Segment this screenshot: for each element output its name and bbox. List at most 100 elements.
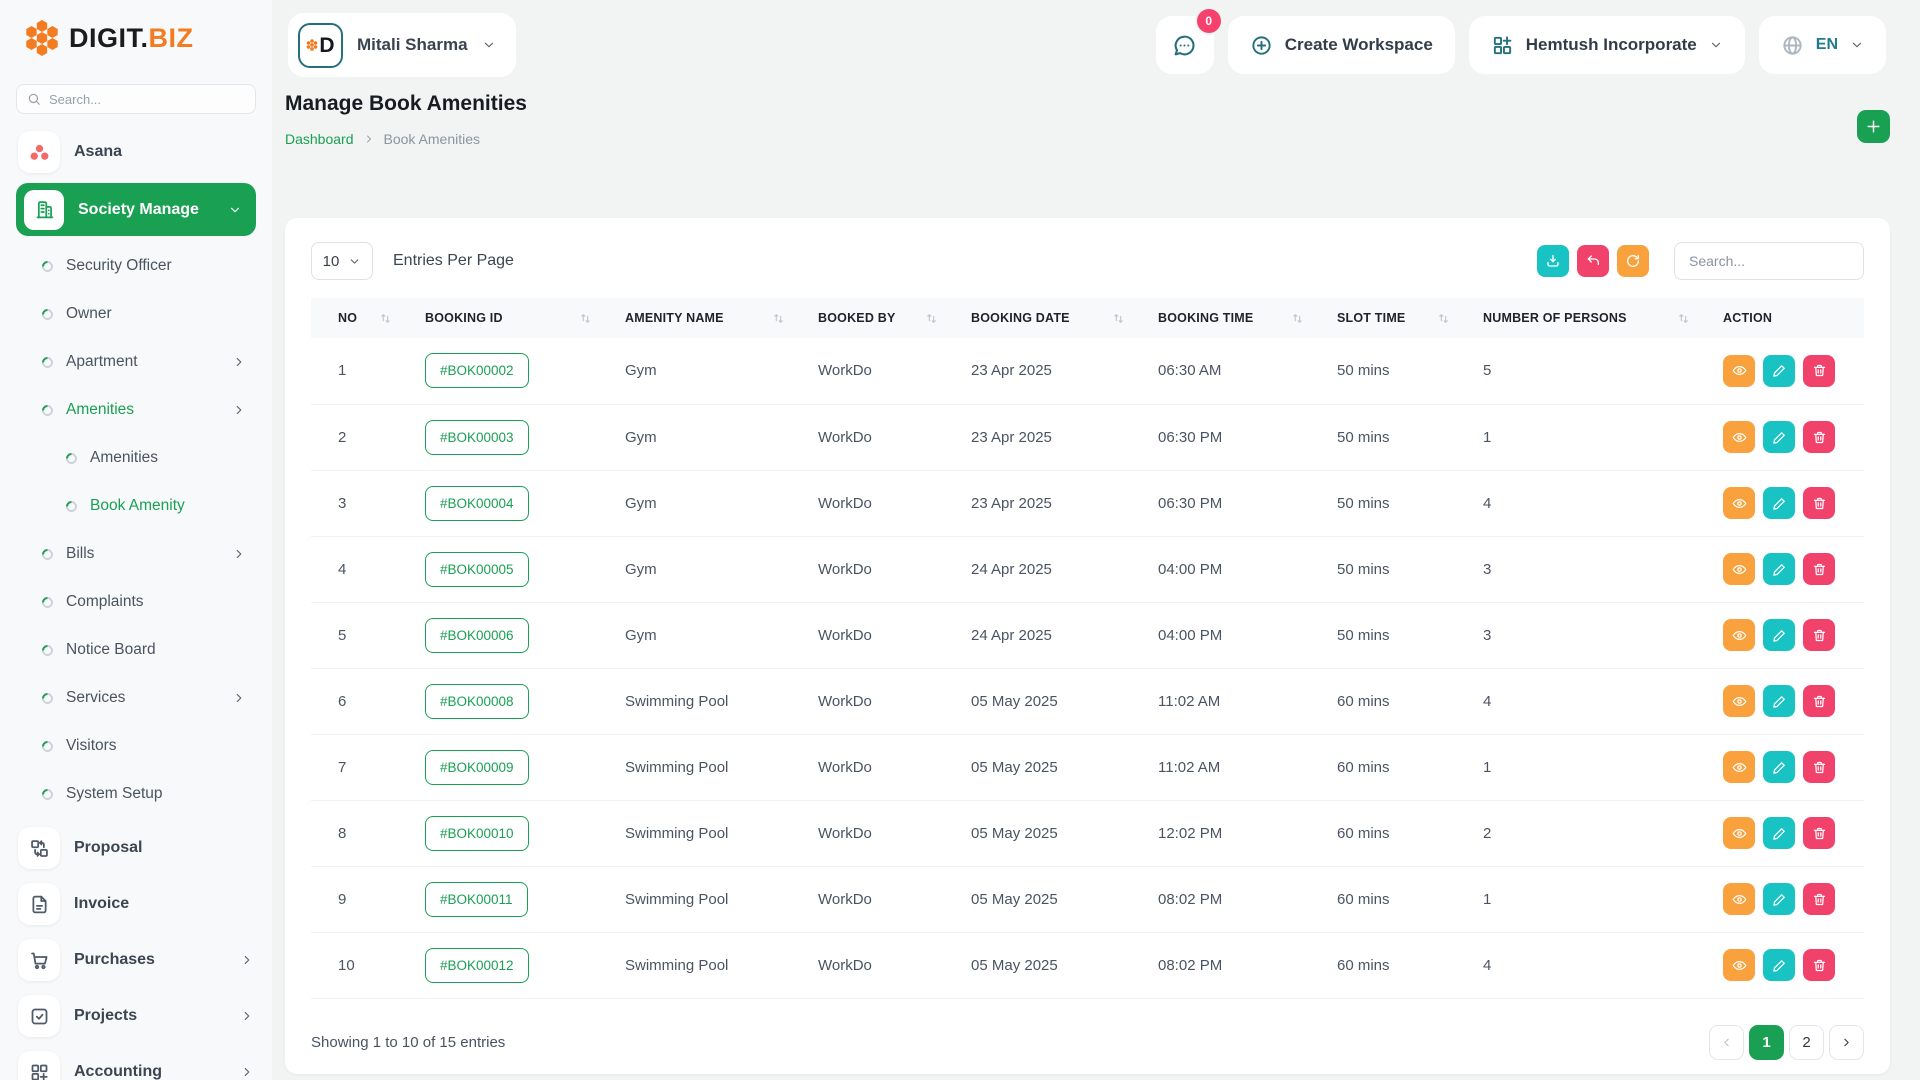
- cell-no: 10: [311, 932, 398, 999]
- edit-button[interactable]: [1763, 619, 1795, 651]
- page-button-1[interactable]: 1: [1749, 1024, 1784, 1060]
- delete-button[interactable]: [1803, 751, 1835, 783]
- column-header-amenity-name[interactable]: AMENITY NAME: [598, 298, 791, 338]
- edit-button[interactable]: [1763, 354, 1795, 387]
- create-workspace-button[interactable]: Create Workspace: [1227, 16, 1455, 74]
- sidebar-item-accounting[interactable]: Accounting: [14, 1044, 258, 1080]
- sidebar-item-proposal[interactable]: Proposal: [14, 820, 258, 876]
- sidebar-item-security-officer[interactable]: Security Officer: [14, 242, 258, 290]
- entries-per-page-select[interactable]: 10: [311, 242, 373, 280]
- view-button[interactable]: [1723, 949, 1755, 981]
- language-selector[interactable]: EN: [1758, 16, 1886, 74]
- delete-button[interactable]: [1803, 685, 1835, 717]
- reset-button[interactable]: [1577, 245, 1609, 277]
- sidebar-item-asana[interactable]: Asana: [14, 124, 258, 180]
- sidebar-item-owner[interactable]: Owner: [14, 290, 258, 338]
- workspace-grid-icon: [1491, 34, 1514, 57]
- sidebar-search-input[interactable]: [49, 91, 245, 107]
- chevron-down-icon: [348, 255, 361, 268]
- delete-button[interactable]: [1803, 949, 1835, 981]
- delete-button[interactable]: [1803, 421, 1835, 453]
- workspace-selector[interactable]: Hemtush Incorporate: [1468, 16, 1745, 74]
- sidebar-item-purchases[interactable]: Purchases: [14, 932, 258, 988]
- breadcrumb-dashboard-link[interactable]: Dashboard: [285, 131, 354, 147]
- delete-button[interactable]: [1803, 553, 1835, 585]
- sidebar-item-invoice[interactable]: Invoice: [14, 876, 258, 932]
- sidebar-item-notice-board[interactable]: Notice Board: [14, 626, 258, 674]
- trash-icon: [1812, 430, 1827, 445]
- column-header-action: ACTION: [1696, 298, 1864, 338]
- edit-button[interactable]: [1763, 883, 1795, 915]
- view-button[interactable]: [1723, 354, 1755, 387]
- sidebar-item-projects[interactable]: Projects: [14, 988, 258, 1044]
- view-button[interactable]: [1723, 751, 1755, 783]
- cell-booked-by: WorkDo: [791, 338, 944, 405]
- bullet-icon: [63, 498, 80, 514]
- column-header-booked-by[interactable]: BOOKED BY: [791, 298, 944, 338]
- user-menu-button[interactable]: D Mitali Sharma: [288, 13, 516, 77]
- delete-button[interactable]: [1803, 883, 1835, 915]
- next-page-button[interactable]: [1829, 1024, 1864, 1060]
- booking-id-pill: #BOK00012: [425, 947, 529, 983]
- sidebar-item-amenities[interactable]: Amenities: [14, 386, 258, 434]
- cell-no: 4: [311, 536, 398, 603]
- sidebar-item-visitors[interactable]: Visitors: [14, 722, 258, 770]
- chevron-down-icon: [1709, 38, 1723, 52]
- sidebar-item-amenities[interactable]: Amenities: [14, 434, 258, 482]
- table-search-input[interactable]: [1674, 242, 1864, 280]
- cell-number-of-persons: 1: [1456, 866, 1696, 933]
- cell-booking-id: #BOK00003: [398, 404, 598, 471]
- edit-button[interactable]: [1763, 751, 1795, 783]
- cell-slot-time: 60 mins: [1310, 866, 1456, 933]
- refresh-button[interactable]: [1617, 245, 1649, 277]
- edit-button[interactable]: [1763, 553, 1795, 585]
- delete-button[interactable]: [1803, 354, 1835, 387]
- cell-number-of-persons: 3: [1456, 536, 1696, 603]
- view-button[interactable]: [1723, 817, 1755, 849]
- cell-booking-time: 08:02 PM: [1131, 932, 1310, 999]
- column-header-no[interactable]: NO: [311, 298, 398, 338]
- bookings-table: NO BOOKING ID AMENITY NAME BOOKED BY BOOKING…: [311, 298, 1864, 999]
- view-button[interactable]: [1723, 883, 1755, 915]
- sidebar-item-label: Security Officer: [66, 257, 172, 274]
- bullet-icon: [39, 642, 56, 658]
- messages-button[interactable]: 0: [1155, 9, 1221, 74]
- table-row: 3 #BOK00004 Gym WorkDo 23 Apr 2025 06:30 PM 50…: [311, 470, 1864, 537]
- projects-icon: [18, 995, 60, 1037]
- column-header-booking-id[interactable]: BOOKING ID: [398, 298, 598, 338]
- column-header-number-of-persons[interactable]: NUMBER OF PERSONS: [1456, 298, 1696, 338]
- column-header-booking-time[interactable]: BOOKING TIME: [1131, 298, 1310, 338]
- sidebar-item-services[interactable]: Services: [14, 674, 258, 722]
- column-header-booking-date[interactable]: BOOKING DATE: [944, 298, 1131, 338]
- edit-button[interactable]: [1763, 685, 1795, 717]
- export-button[interactable]: [1537, 245, 1569, 277]
- previous-page-button[interactable]: [1709, 1024, 1744, 1060]
- trash-icon: [1812, 958, 1827, 973]
- cell-slot-time: 50 mins: [1310, 404, 1456, 471]
- edit-button[interactable]: [1763, 421, 1795, 453]
- delete-button[interactable]: [1803, 817, 1835, 849]
- sidebar-item-bills[interactable]: Bills: [14, 530, 258, 578]
- view-button[interactable]: [1723, 421, 1755, 453]
- view-button[interactable]: [1723, 553, 1755, 585]
- cell-booking-date: 24 Apr 2025: [944, 536, 1131, 603]
- delete-button[interactable]: [1803, 487, 1835, 519]
- sidebar-item-book-amenity[interactable]: Book Amenity: [14, 482, 258, 530]
- view-button[interactable]: [1723, 685, 1755, 717]
- sidebar-item-label: Services: [66, 689, 126, 706]
- sidebar-item-system-setup[interactable]: System Setup: [14, 770, 258, 818]
- edit-button[interactable]: [1763, 817, 1795, 849]
- sidebar-item-apartment[interactable]: Apartment: [14, 338, 258, 386]
- view-button[interactable]: [1723, 619, 1755, 651]
- edit-button[interactable]: [1763, 487, 1795, 519]
- page-button-2[interactable]: 2: [1789, 1024, 1824, 1060]
- add-booking-button[interactable]: [1857, 110, 1890, 143]
- sidebar-item-society-manage[interactable]: Society Manage: [16, 183, 256, 236]
- edit-button[interactable]: [1763, 949, 1795, 981]
- view-button[interactable]: [1723, 487, 1755, 519]
- sidebar-item-complaints[interactable]: Complaints: [14, 578, 258, 626]
- trash-icon: [1812, 760, 1827, 775]
- column-header-slot-time[interactable]: SLOT TIME: [1310, 298, 1456, 338]
- pencil-icon: [1772, 892, 1787, 907]
- delete-button[interactable]: [1803, 619, 1835, 651]
